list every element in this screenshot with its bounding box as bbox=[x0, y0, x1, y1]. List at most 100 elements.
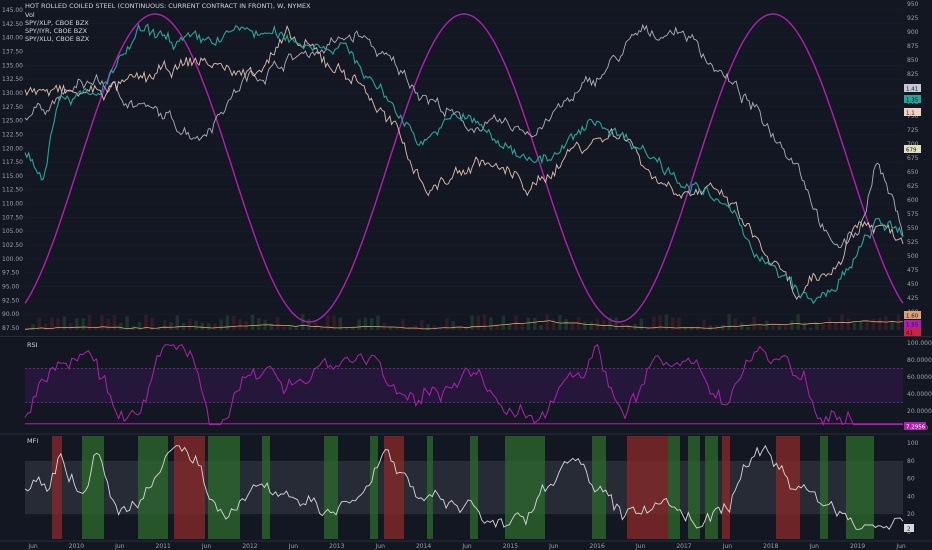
volume-bar bbox=[68, 322, 73, 330]
volume-bar bbox=[357, 319, 361, 330]
volume-bar bbox=[307, 319, 311, 330]
volume-bar bbox=[514, 315, 518, 330]
volume-bar bbox=[75, 318, 79, 330]
mfi-oversold-zone bbox=[846, 436, 874, 539]
mfi-tick-label: 60 bbox=[907, 476, 915, 483]
volume-bar bbox=[112, 315, 117, 330]
volume-bar bbox=[564, 318, 568, 330]
x-tick-label: 2013 bbox=[329, 543, 344, 550]
y-left-tick-label: 145.00 bbox=[2, 7, 23, 14]
y-left-tick-label: 110.00 bbox=[2, 201, 23, 208]
y-left-tick-label: 122.50 bbox=[2, 131, 23, 138]
volume-bar bbox=[319, 326, 324, 330]
volume-bar bbox=[244, 320, 248, 330]
last-value-label-bg bbox=[904, 311, 921, 319]
volume-bar bbox=[727, 314, 731, 330]
y-left-tick-label: 115.00 bbox=[2, 173, 23, 180]
last-value-label-bg bbox=[904, 328, 921, 336]
volume-bar bbox=[746, 327, 750, 330]
volume-bar bbox=[156, 327, 161, 330]
volume-bar bbox=[489, 317, 493, 330]
volume-bar bbox=[890, 321, 894, 330]
volume-bar bbox=[326, 315, 330, 330]
volume-bar bbox=[501, 315, 506, 330]
rsi-line bbox=[24, 343, 903, 426]
volume-bar bbox=[420, 320, 424, 330]
volume-bar bbox=[545, 314, 550, 330]
x-tick-label: 2018 bbox=[763, 543, 778, 550]
volume-bar bbox=[639, 318, 644, 330]
x-tick-label: Jun bbox=[895, 543, 906, 550]
mfi-tick-label: 0 bbox=[907, 529, 911, 536]
legend-spy-xlu: SPY/XLU, CBOE BZX bbox=[25, 35, 90, 43]
volume-bar bbox=[696, 326, 700, 330]
volume-bar bbox=[457, 326, 462, 330]
last-value-label: 1.55 bbox=[904, 320, 921, 329]
last-value-label-bg bbox=[904, 108, 921, 116]
last-value-label-text: 1.1 bbox=[906, 111, 915, 117]
x-tick-label: Jun bbox=[201, 543, 212, 550]
volume-bar bbox=[771, 325, 775, 330]
volume-bar bbox=[93, 326, 98, 330]
volume-bar bbox=[275, 316, 280, 330]
mfi-overbought-zone bbox=[627, 436, 668, 539]
rsi-last-value-bg bbox=[904, 422, 926, 430]
y-left-tick-label: 97.50 bbox=[2, 270, 19, 277]
volume-bar bbox=[81, 318, 85, 330]
mfi-overbought-zone bbox=[722, 436, 730, 539]
y-right-tick-label: 525 bbox=[907, 239, 919, 246]
x-tick-label: 2014 bbox=[416, 543, 431, 550]
last-value-label-text: 679 bbox=[906, 148, 917, 154]
volume-bar bbox=[601, 320, 606, 330]
last-value-label-text: 1.35 bbox=[906, 98, 919, 104]
last-value-label-bg bbox=[904, 320, 921, 328]
volume-bar bbox=[150, 317, 154, 330]
volume-bar bbox=[595, 318, 600, 330]
y-right-tick-label: 825 bbox=[907, 71, 919, 78]
mfi-oversold-zone bbox=[470, 436, 478, 539]
volume-bar bbox=[620, 323, 625, 330]
volume-bar bbox=[677, 317, 681, 330]
volume-bar bbox=[37, 317, 42, 330]
volume-bar bbox=[482, 314, 487, 330]
volume-bar bbox=[583, 321, 587, 330]
volume-bar bbox=[570, 321, 575, 330]
legend-spy-iyr: SPY/IYR, CBOE BZX bbox=[25, 27, 88, 35]
volume-bar bbox=[351, 326, 355, 330]
volume-bar bbox=[758, 325, 763, 330]
last-value-label: 1.1 bbox=[904, 108, 921, 117]
volume-bar bbox=[401, 319, 405, 330]
y-left-tick-label: 102.50 bbox=[2, 242, 23, 249]
volume-bar bbox=[250, 314, 255, 330]
legend-spy-xlp: SPY/XLP, CBOE BZX bbox=[25, 19, 89, 27]
mfi-oversold-zone bbox=[820, 436, 828, 539]
volume-bar bbox=[815, 322, 819, 330]
volume-bar bbox=[194, 320, 198, 330]
mfi-oversold-zone bbox=[208, 436, 240, 539]
y-left-tick-label: 95.00 bbox=[2, 284, 19, 291]
volume-ma-line bbox=[24, 320, 904, 330]
volume-bar bbox=[219, 319, 223, 330]
mfi-last-value-text: 2 bbox=[907, 527, 911, 533]
volume-bar bbox=[689, 326, 694, 330]
y-left-tick-label: 127.50 bbox=[2, 104, 23, 111]
y-right-tick-label: 950 bbox=[907, 1, 919, 8]
y-left-tick-label: 92.50 bbox=[2, 297, 19, 304]
volume-bar bbox=[664, 314, 669, 330]
volume-bar bbox=[395, 327, 399, 330]
rsi-tick-label: 40.0000 bbox=[907, 391, 932, 398]
volume-bar bbox=[733, 318, 738, 330]
volume-bar bbox=[445, 318, 449, 330]
y-right-tick-label: 500 bbox=[907, 253, 919, 260]
volume-bar bbox=[231, 315, 236, 330]
volume-bar bbox=[106, 318, 111, 330]
rsi-tick-label: 100.0000 bbox=[907, 340, 932, 347]
volume-bar bbox=[31, 323, 35, 330]
volume-bar bbox=[162, 320, 167, 330]
volume-bar bbox=[332, 315, 336, 330]
steel-cycle-line bbox=[24, 13, 904, 323]
x-tick-label: 2017 bbox=[676, 543, 691, 550]
mfi-title: MFI bbox=[27, 437, 38, 445]
volume-bar bbox=[783, 324, 788, 330]
